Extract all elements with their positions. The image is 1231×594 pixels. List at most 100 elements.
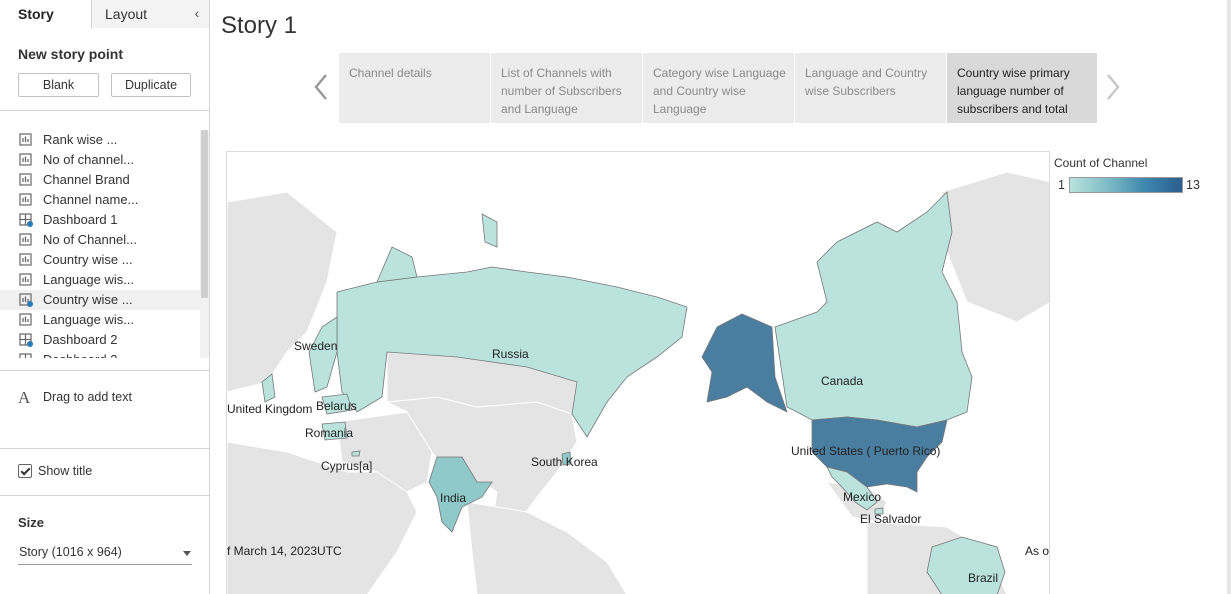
blank-button[interactable]: Blank xyxy=(18,73,99,97)
show-title-label: Show title xyxy=(38,464,93,478)
map-label-cyprus: Cyprus[a] xyxy=(321,459,373,473)
story-panel: Story Layout ‹ New story point Blank Dup… xyxy=(0,0,210,594)
map-label-brazil: Brazil xyxy=(968,571,999,585)
dashboard-icon xyxy=(19,333,33,347)
sheet-item-label: Country wise ... xyxy=(43,252,133,267)
map-country-alaska xyxy=(701,313,788,413)
map-region-greenland xyxy=(941,171,1049,323)
sheet-item-label: Country wise ... xyxy=(43,292,133,307)
new-story-point-title: New story point xyxy=(18,46,124,62)
story-point-caption: Channel details xyxy=(349,66,432,80)
map-label-united-states: United States ( Puerto Rico) xyxy=(791,444,941,458)
map-region-africa xyxy=(227,441,418,594)
divider xyxy=(0,448,209,449)
map-country-united-kingdom xyxy=(261,373,276,403)
size-title: Size xyxy=(18,515,45,530)
map-label-russia: Russia xyxy=(492,347,529,361)
sheet-item-label: Language wis... xyxy=(43,272,135,287)
collapse-panel-icon[interactable]: ‹ xyxy=(194,5,200,21)
sheet-item[interactable]: No of Channel... xyxy=(0,230,200,250)
divider xyxy=(0,370,209,371)
sheet-item[interactable]: Country wise ... xyxy=(0,290,200,310)
story-point-caption: Language and Country wise Subscribers xyxy=(805,66,928,98)
map-canvas[interactable] xyxy=(227,152,1050,594)
story-point-1[interactable]: Channel details xyxy=(339,53,490,123)
map-country-el-salvador xyxy=(874,507,884,515)
sheet-item-label: Dashboard 2 xyxy=(43,332,118,347)
sheet-item[interactable]: Rank wise ... xyxy=(0,130,200,150)
sheet-item-label: Dashboard 1 xyxy=(43,212,118,227)
sheet-item-label: Rank wise ... xyxy=(43,132,118,147)
story-point-caption: Country wise primary language number of … xyxy=(957,66,1070,116)
size-value: Story (1016 x 964) xyxy=(19,545,122,559)
sheet-item[interactable]: Dashboard 3 xyxy=(0,350,200,358)
duplicate-button[interactable]: Duplicate xyxy=(111,73,191,97)
next-story-point-icon[interactable] xyxy=(1103,72,1123,102)
legend-title: Count of Channel xyxy=(1054,156,1148,170)
map-as-of-note: As o xyxy=(1025,544,1050,558)
scrollbar-thumb[interactable] xyxy=(201,130,208,298)
worksheet-icon xyxy=(19,153,32,166)
map-label-sweden: Sweden xyxy=(294,339,338,353)
sheet-item[interactable]: Country wise ... xyxy=(0,250,200,270)
legend-max: 13 xyxy=(1186,178,1200,192)
map-country-romania xyxy=(321,421,348,441)
map-country-canada xyxy=(774,191,973,428)
sheet-item-label: Channel Brand xyxy=(43,172,130,187)
map-label-south-korea: South Korea xyxy=(531,455,598,469)
panel-tabs: Story Layout ‹ xyxy=(0,0,209,29)
story-title[interactable]: Story 1 xyxy=(221,12,298,39)
size-dropdown[interactable]: Story (1016 x 964) xyxy=(18,542,192,565)
text-object-icon: A xyxy=(18,388,31,407)
tab-layout[interactable]: Layout xyxy=(92,0,209,28)
worksheet-icon xyxy=(19,173,32,186)
show-title-checkbox[interactable] xyxy=(18,464,32,478)
legend-min: 1 xyxy=(1058,178,1065,192)
map-country-cyprus xyxy=(351,450,361,457)
choropleth-map[interactable]: Sweden Russia Canada United Kingdom Bela… xyxy=(226,151,1050,594)
story-point-5-active[interactable]: Country wise primary language number of … xyxy=(947,53,1097,123)
map-country-mexico xyxy=(826,466,878,511)
sheet-item[interactable]: Dashboard 2 xyxy=(0,330,200,350)
sheet-item-label: Dashboard 3 xyxy=(43,352,117,358)
map-country-russia-north xyxy=(376,246,418,283)
map-country-russia-islands xyxy=(481,213,498,248)
story-point-4[interactable]: Language and Country wise Subscribers xyxy=(795,53,946,123)
map-label-el-salvador: El Salvador xyxy=(860,512,922,526)
map-country-belarus xyxy=(321,393,353,415)
worksheet-icon xyxy=(19,233,32,246)
drag-text-label: Drag to add text xyxy=(43,390,132,404)
worksheet-icon xyxy=(19,313,32,326)
tab-story[interactable]: Story xyxy=(0,0,92,29)
map-country-south-korea xyxy=(561,451,572,466)
map-label-united-kingdom: United Kingdom xyxy=(227,402,313,416)
map-date-note: f March 14, 2023UTC xyxy=(227,544,342,558)
sheet-item-label: Channel name... xyxy=(43,192,139,207)
dashboard-icon xyxy=(19,353,32,358)
sheet-item[interactable]: No of channel... xyxy=(0,150,200,170)
legend-color-ramp[interactable] xyxy=(1069,177,1183,193)
window-edge xyxy=(1227,0,1231,594)
worksheet-icon xyxy=(19,293,33,307)
sheet-item[interactable]: Dashboard 1 xyxy=(0,210,200,230)
previous-story-point-icon[interactable] xyxy=(311,72,331,102)
sheet-item[interactable]: Channel Brand xyxy=(0,170,200,190)
story-point-2[interactable]: List of Channels with number of Subscrib… xyxy=(491,53,642,123)
worksheet-icon xyxy=(19,133,32,146)
story-point-3[interactable]: Category wise Language and Country wise … xyxy=(643,53,794,123)
map-label-mexico: Mexico xyxy=(843,490,882,504)
sheet-item[interactable]: Language wis... xyxy=(0,270,200,290)
map-country-russia xyxy=(336,266,688,438)
divider xyxy=(0,495,209,496)
map-region-europe-africa xyxy=(227,191,338,393)
sheet-item[interactable]: Language wis... xyxy=(0,310,200,330)
sheet-item-label: Language wis... xyxy=(43,312,135,327)
sheet-list: Rank wise ... No of channel... Channel Bra… xyxy=(0,130,209,358)
map-region-southeast-asia xyxy=(466,501,627,594)
chevron-down-icon xyxy=(183,551,191,556)
sheet-item-label: No of Channel... xyxy=(43,232,137,247)
worksheet-icon xyxy=(19,273,32,286)
sheet-list-scrollbar[interactable] xyxy=(200,130,209,358)
sheet-item[interactable]: Channel name... xyxy=(0,190,200,210)
map-country-brazil xyxy=(926,536,1006,594)
